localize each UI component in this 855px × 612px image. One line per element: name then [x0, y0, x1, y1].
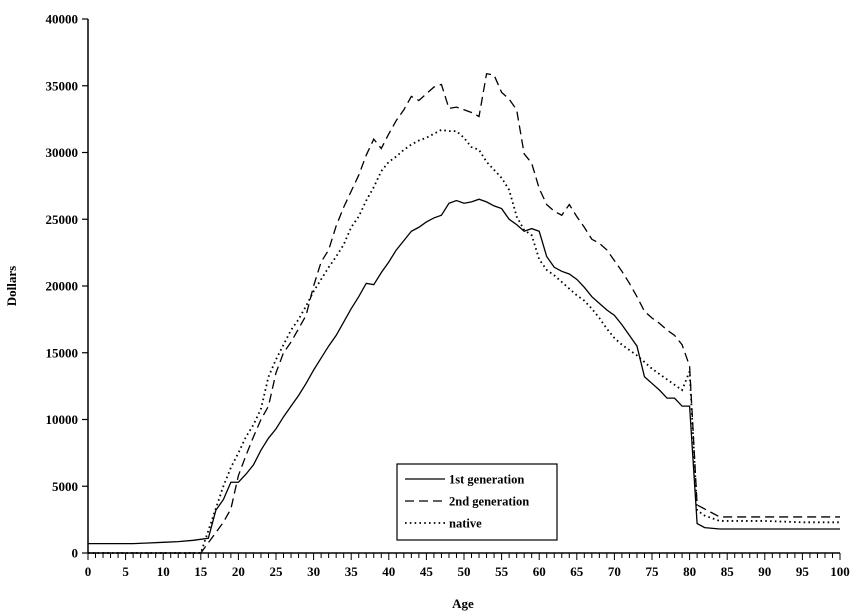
x-tick-label: 85	[721, 564, 735, 579]
x-tick-label: 80	[683, 564, 696, 579]
x-tick-label: 0	[85, 564, 92, 579]
legend-box	[396, 463, 558, 541]
x-tick-label: 45	[420, 564, 434, 579]
x-axis-title: Age	[452, 596, 474, 611]
x-tick-label: 35	[345, 564, 359, 579]
y-axis-title: Dollars	[4, 266, 19, 306]
x-tick-label: 65	[570, 564, 584, 579]
x-tick-label: 5	[122, 564, 129, 579]
y-tick-label: 15000	[46, 345, 79, 360]
x-tick-label: 50	[458, 564, 471, 579]
y-tick-label: 5000	[52, 479, 78, 494]
legend-label-2: 2nd generation	[449, 495, 529, 509]
y-axis-ticks: 0 5000 10000 15000 20000 25000 30000 35000 40000	[46, 12, 88, 561]
series-line-2	[88, 72, 840, 554]
legend-label-3: native	[449, 517, 482, 531]
y-tick-label: 30000	[46, 145, 79, 160]
series-line-1	[88, 198, 840, 545]
y-tick-label: 0	[72, 546, 79, 561]
x-tick-label: 25	[270, 564, 284, 579]
x-axis-ticks: 0 5 10 15 20 25 30 35 40 45 50 55 60 65 70 75 80 85 90 95 10…	[85, 553, 850, 579]
x-tick-label: 10	[157, 564, 170, 579]
x-tick-label: 20	[232, 564, 245, 579]
x-tick-label: 90	[758, 564, 771, 579]
x-tick-label: 55	[495, 564, 509, 579]
x-tick-label: 60	[533, 564, 546, 579]
y-tick-label: 40000	[46, 12, 79, 27]
y-tick-label: 35000	[46, 78, 79, 93]
series-line-3	[88, 128, 840, 554]
x-tick-label: 30	[307, 564, 320, 579]
y-tick-label: 25000	[46, 212, 79, 227]
y-tick-label: 20000	[46, 279, 79, 294]
x-tick-label: 100	[830, 564, 850, 579]
x-tick-label: 75	[646, 564, 660, 579]
x-tick-label: 15	[194, 564, 208, 579]
legend: 1st generation 2nd generation native	[396, 463, 558, 541]
x-tick-label: 70	[608, 564, 621, 579]
legend-label-1: 1st generation	[449, 473, 524, 487]
x-tick-label: 40	[382, 564, 395, 579]
x-tick-label: 95	[796, 564, 810, 579]
y-tick-label: 10000	[46, 412, 79, 427]
series-group	[88, 72, 840, 554]
